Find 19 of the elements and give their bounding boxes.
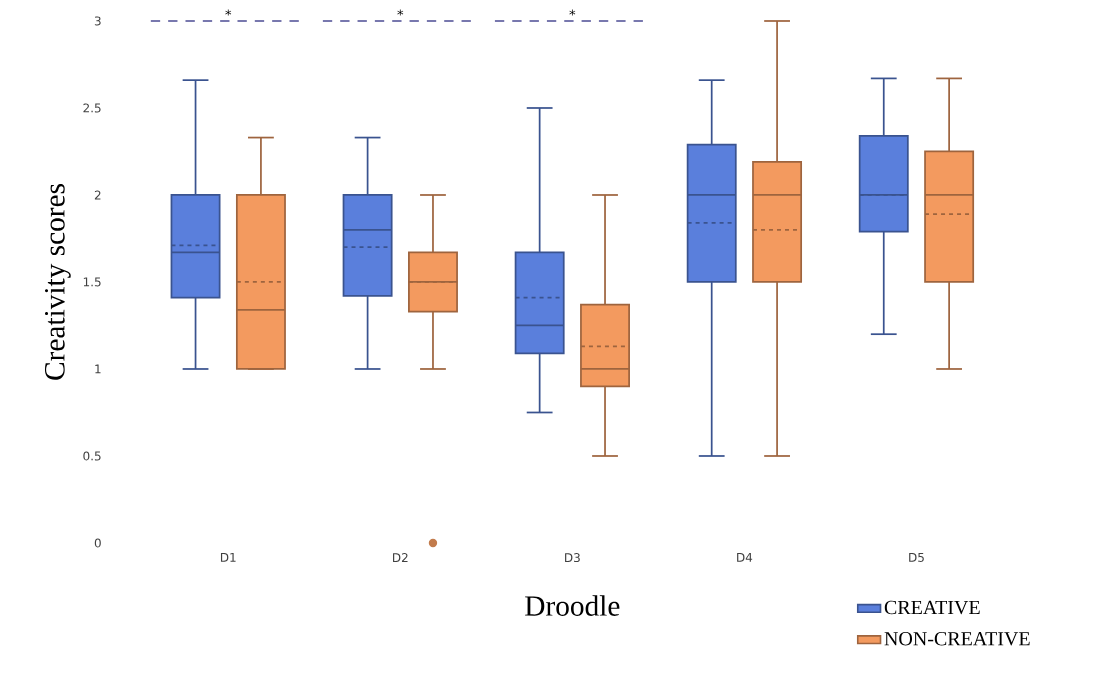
- y-tick-label: 1.5: [83, 277, 101, 287]
- x-tick-label: D4: [737, 553, 753, 562]
- legend-label: CREATIVE: [884, 600, 980, 615]
- y-tick-label: 1: [95, 364, 101, 374]
- x-axis-title: Droodle: [525, 595, 620, 616]
- y-axis-title: Creativity scores: [44, 184, 71, 380]
- y-tick-label: 2.5: [83, 103, 101, 113]
- y-tick-label: 0.5: [83, 451, 101, 461]
- x-tick-label: D1: [220, 553, 236, 562]
- text: *: [569, 9, 576, 16]
- y-tick-label: 3: [94, 16, 101, 26]
- x-tick-label: D5: [909, 553, 924, 562]
- legend-label: NON-CREATIVE: [884, 632, 1030, 646]
- text: *: [397, 9, 404, 16]
- y-tick-label: 0: [94, 538, 101, 548]
- y-tick-label: 2: [94, 190, 101, 200]
- x-tick-label: D3: [565, 553, 580, 563]
- text: *: [225, 9, 232, 16]
- x-tick-label: D2: [393, 553, 408, 562]
